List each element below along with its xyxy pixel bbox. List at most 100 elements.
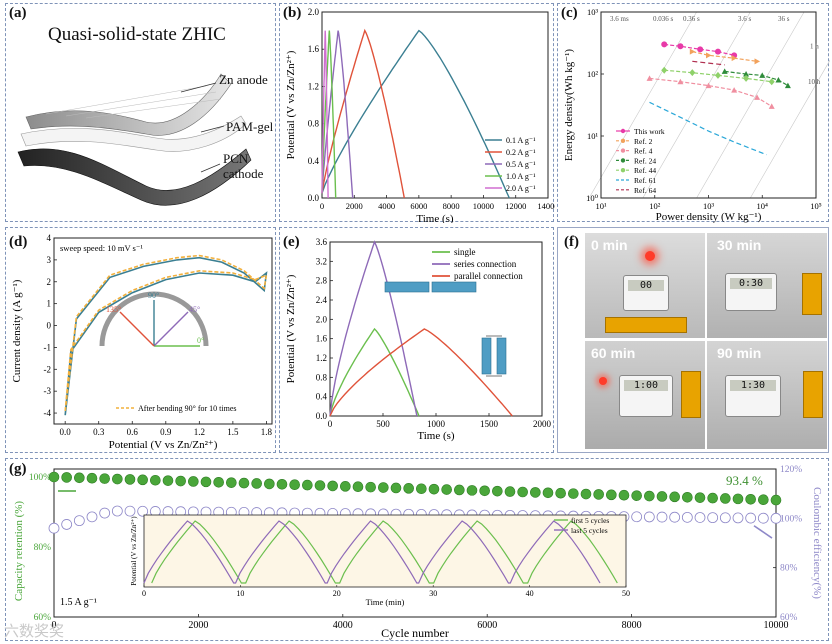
capacity-point <box>264 478 275 490</box>
capacity-point <box>606 489 617 501</box>
y-tick-label: 3.2 <box>316 256 327 266</box>
capacity-point <box>593 489 604 500</box>
panel-b-label: (b) <box>283 5 302 21</box>
x-tick-label: 0.9 <box>160 427 172 437</box>
y-tick-label: 2.4 <box>316 295 328 305</box>
label-pam-gel: PAM-gel <box>226 119 274 134</box>
capacity-point <box>542 487 554 499</box>
efficiency-point <box>137 505 149 517</box>
photo-time-label: 90 min <box>717 345 762 361</box>
cv-curve <box>64 256 268 416</box>
ragone-point <box>754 94 761 100</box>
legend-marker <box>620 138 626 143</box>
x-tick-label: 8000 <box>622 620 642 631</box>
time-guide-line <box>588 11 697 199</box>
y-axis-label: Potential (V vs Zn/Zn²⁺) <box>285 50 297 159</box>
x-axis-label: Potential (V vs Zn/Zn²⁺) <box>109 439 218 451</box>
y-tick-label: 80% <box>34 543 52 553</box>
efficiency-point <box>48 522 60 534</box>
y-axis-label: Potential (V vs Zn/Zn²⁺) <box>285 274 297 383</box>
y2-tick-label: 80% <box>780 564 798 574</box>
battery-pack <box>803 371 823 418</box>
capacity-point <box>479 485 490 497</box>
time-guide-line <box>696 11 805 199</box>
x-tick-label: 2000 <box>346 201 363 211</box>
y-tick-label: -1 <box>44 342 52 352</box>
efficiency-point <box>656 511 668 523</box>
capacity-point <box>732 493 744 505</box>
y-tick-label: 1.2 <box>308 81 319 91</box>
capacity-point <box>504 486 516 497</box>
legend-label: Ref. 61 <box>634 176 656 185</box>
capacity-point <box>226 477 237 488</box>
timer-device: 0:30 <box>725 273 777 311</box>
legend-label: 1.0 A g⁻¹ <box>506 172 536 181</box>
cv-curve <box>64 254 268 411</box>
x-tick-label: 0.3 <box>93 427 105 437</box>
y-tick-label: 4 <box>47 233 52 243</box>
capacity-point <box>441 484 452 495</box>
y-tick-label: -3 <box>44 386 52 396</box>
efficiency-point <box>719 512 731 524</box>
ragone-point <box>697 46 704 53</box>
photo-time-label: 30 min <box>717 237 762 253</box>
led-icon <box>645 251 655 261</box>
ragone-point <box>784 82 791 89</box>
time-label: 36 s <box>778 15 790 23</box>
x-tick-label: 10¹ <box>595 201 607 211</box>
panel-e: (e) 0 500 1000 1500 2000 0.0 0.4 0.8 1.2 1.6 2.0 2.… <box>279 227 554 453</box>
y2-tick-label: 100% <box>780 514 802 524</box>
x-tick-label: 2000 <box>533 419 552 429</box>
capacity-point <box>251 478 262 489</box>
efficiency-arrow <box>753 525 773 539</box>
y-tick-label: 1.6 <box>308 44 320 54</box>
photo-30-min: 30 min 0:30 <box>707 233 827 338</box>
capacity-point <box>276 478 288 490</box>
y-tick-label: 3 <box>47 255 52 265</box>
capacity-point <box>580 488 592 500</box>
time-label: 3.6 ms <box>610 15 629 23</box>
x-tick-label: 10⁴ <box>757 201 769 211</box>
capacity-point <box>720 493 731 504</box>
panel-b: (b) 020004000600080001000012000140000.00… <box>279 3 555 223</box>
photo-90-min: 90 min 1:30 <box>707 341 827 449</box>
connection-chart: 0 500 1000 1500 2000 0.0 0.4 0.8 1.2 1.6 2.0 2.4 2.8… <box>285 237 552 442</box>
pcn-cathode-layer <box>17 148 252 206</box>
capacity-point <box>112 473 123 485</box>
efficiency-point <box>694 512 706 523</box>
efficiency-point <box>631 511 643 523</box>
x-tick-label: 10 <box>236 589 244 598</box>
x-tick-label: 10² <box>649 201 661 211</box>
parallel-cell-icon <box>481 337 492 375</box>
timer-device: 1:00 <box>619 375 673 417</box>
panel-g: (g) 0 2000 4000 6000 8000 10000 60% 80% 100% 60% 8… <box>5 458 829 641</box>
x-tick-label: 6000 <box>410 201 427 211</box>
gcd-series-line <box>321 29 510 199</box>
y-tick-label: 1.2 <box>316 353 327 363</box>
legend-label: This work <box>634 127 665 136</box>
ragone-point <box>743 71 750 77</box>
panel-d: (d) 0.0 0.3 0.6 0.9 1.2 1.5 1.8 -4 -3 -2 -1 0 1 2 3 4 Po… <box>5 227 276 453</box>
ragone-point <box>731 87 738 93</box>
photo-time-label: 60 min <box>591 345 636 361</box>
capacity-point <box>403 483 414 494</box>
x-tick-label: 0 <box>142 589 146 598</box>
angle-label: 45° <box>189 305 200 314</box>
capacity-point <box>175 475 186 487</box>
timer-display: 1:00 <box>624 380 668 391</box>
x-axis-label: Time (s) <box>416 213 454 223</box>
y-tick-label: 0.0 <box>308 193 320 203</box>
plot-frame <box>53 237 273 425</box>
connection-series-line <box>329 240 418 417</box>
ragone-point <box>768 103 775 109</box>
efficiency-point <box>73 515 85 527</box>
angle-label: 0° <box>197 336 204 345</box>
x-axis-label: Power density (W kg⁻¹) <box>656 211 762 223</box>
ragone-point <box>775 77 782 83</box>
legend-label: single <box>454 247 476 257</box>
hour-label: 10 h <box>808 78 821 86</box>
x-tick-label: 0.0 <box>60 427 72 437</box>
capacity-point <box>466 485 478 496</box>
efficiency-point <box>681 511 693 523</box>
